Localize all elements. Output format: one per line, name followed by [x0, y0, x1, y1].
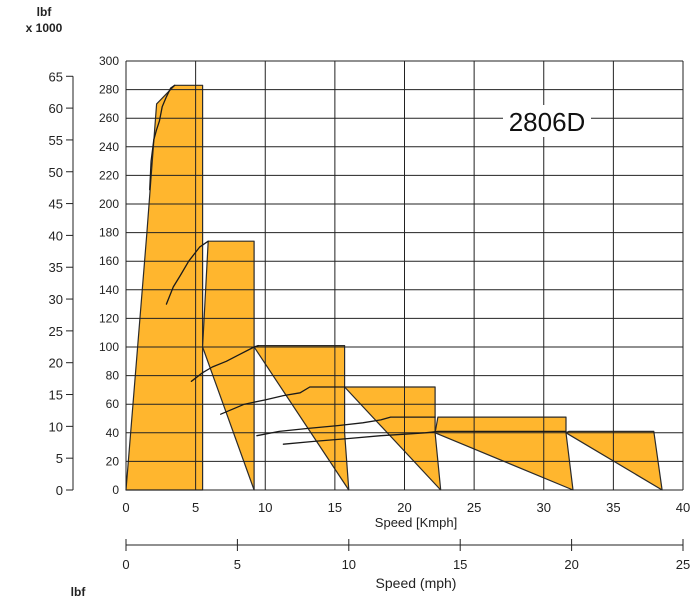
left-tick-label-5: 5: [56, 451, 63, 466]
left-axis: 0 5 10 15 20 25 30 35 40 45 50 55 60 65: [49, 69, 74, 498]
inner-y-tick-label-300: 300: [99, 54, 119, 68]
bottom-unit: lbf: [71, 585, 87, 599]
inner-y-tick-label-180: 180: [99, 226, 119, 240]
left-tick-label-45: 45: [49, 197, 63, 212]
inner-y-tick-label-80: 80: [106, 369, 120, 383]
kmph-tick-label-35: 35: [606, 500, 620, 515]
inner-y-tick-label-240: 240: [99, 140, 119, 154]
gear-envelope-fill: [125, 84, 663, 491]
inner-y-tick-label-60: 60: [106, 397, 120, 411]
effort-curve-2: [165, 240, 209, 305]
inner-y-tick-label-160: 160: [99, 254, 119, 268]
x-axis-kmph-label: Speed [Kmph]: [375, 515, 457, 530]
model-label-bg: [503, 105, 591, 137]
left-tick-label-35: 35: [49, 260, 63, 275]
left-tick-label-50: 50: [49, 165, 63, 180]
x-axis-mph: 0 5 10 15 20 25: [122, 539, 690, 572]
left-tick-label-65: 65: [49, 69, 63, 84]
inner-y-tick-label-120: 120: [99, 311, 119, 325]
kmph-tick-label-5: 5: [192, 500, 199, 515]
inner-y-tick-label-0: 0: [112, 483, 119, 497]
effort-curve-1: [149, 84, 176, 191]
x-axis-mph-label: Speed (mph): [376, 575, 457, 591]
inner-y-tick-label-260: 260: [99, 111, 119, 125]
mph-tick-label-15: 15: [453, 557, 467, 572]
left-tick-label-60: 60: [49, 101, 63, 116]
mph-tick-label-25: 25: [676, 557, 690, 572]
effort-curve-5: [256, 416, 436, 437]
inner-y-tick-label-140: 140: [99, 283, 119, 297]
left-tick-label-0: 0: [56, 483, 63, 498]
effort-curve-3: [190, 344, 259, 382]
effort-curve-6: [282, 430, 567, 445]
mph-tick-label-10: 10: [342, 557, 356, 572]
left-tick-label-20: 20: [49, 356, 63, 371]
left-tick-label-15: 15: [49, 388, 63, 403]
inner-y-tick-label-40: 40: [106, 426, 120, 440]
left-tick-label-30: 30: [49, 292, 63, 307]
tractive-effort-curves: [149, 84, 567, 445]
left-unit-line2: x 1000: [26, 21, 63, 35]
left-tick-label-10: 10: [49, 419, 63, 434]
left-tick-label-55: 55: [49, 133, 63, 148]
mph-tick-label-0: 0: [122, 557, 129, 572]
plot-grid: [125, 60, 684, 491]
inner-y-tick-label-220: 220: [99, 168, 119, 182]
inner-y-tick-label-100: 100: [99, 340, 119, 354]
gear-6-envelope: [565, 430, 663, 491]
kmph-tick-label-10: 10: [258, 500, 272, 515]
inner-y-tick-label-200: 200: [99, 197, 119, 211]
kmph-tick-label-0: 0: [122, 500, 129, 515]
kmph-tick-label-40: 40: [676, 500, 690, 515]
effort-curve-4: [220, 386, 346, 415]
kmph-tick-label-30: 30: [537, 500, 551, 515]
x-axis-kmph: 0 5 10 15 20 25 30 35 40: [122, 500, 690, 515]
gear-1-envelope: [125, 84, 204, 491]
inner-y-tick-label-280: 280: [99, 83, 119, 97]
kmph-tick-label-15: 15: [328, 500, 342, 515]
left-tick-label-40: 40: [49, 228, 63, 243]
left-tick-label-25: 25: [49, 324, 63, 339]
gear-4-envelope: [344, 386, 442, 491]
model-label: 2806D: [509, 107, 586, 137]
gear-2-envelope: [202, 240, 255, 491]
kmph-tick-label-20: 20: [397, 500, 411, 515]
inner-y-axis: 0 20 40 60 80 100 120 140 160 180 200 220 240 260 280 3…: [99, 54, 119, 497]
kmph-tick-label-25: 25: [467, 500, 481, 515]
left-unit-line1: lbf: [37, 5, 53, 19]
mph-tick-label-5: 5: [234, 557, 241, 572]
mph-tick-label-20: 20: [564, 557, 578, 572]
gear-5-envelope: [434, 416, 574, 491]
inner-y-tick-label-20: 20: [106, 454, 120, 468]
